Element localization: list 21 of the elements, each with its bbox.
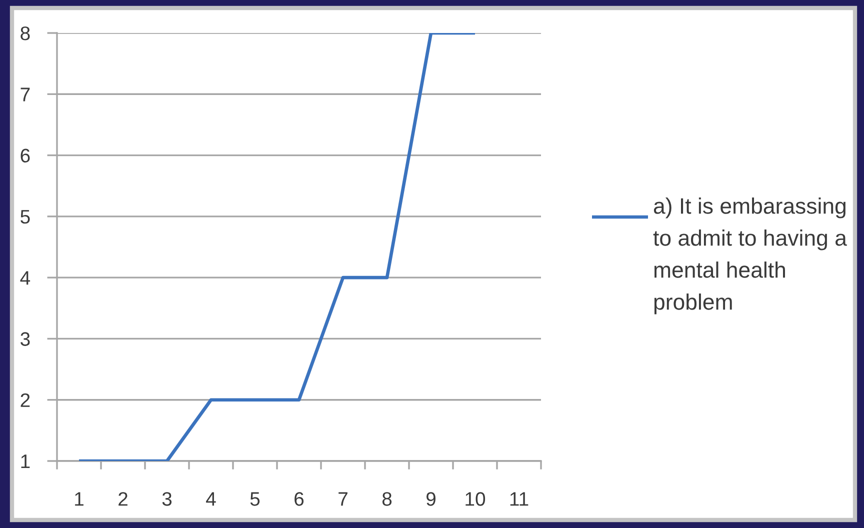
x-tick-label: 8 xyxy=(382,492,392,506)
x-tick-label: 6 xyxy=(294,492,304,506)
y-tick-label: 5 xyxy=(20,210,30,224)
y-tick-label: 8 xyxy=(20,26,30,40)
x-tick-label: 5 xyxy=(250,492,260,506)
x-tick-label: 11 xyxy=(510,492,528,506)
line-series xyxy=(77,33,477,461)
y-tick-label: 6 xyxy=(20,148,30,163)
legend-label: a) It is embarassing to admit to having a mental health problem xyxy=(653,198,847,314)
x-tick-label: 9 xyxy=(426,492,436,506)
x-tick-label: 4 xyxy=(206,492,216,506)
y-tick-label: 3 xyxy=(20,332,30,346)
x-tick-label: 7 xyxy=(338,492,348,506)
x-tick-label: 3 xyxy=(162,492,172,506)
y-tick-label: 1 xyxy=(21,454,30,468)
x-tick-label: 10 xyxy=(466,492,486,506)
x-tick-label: 1 xyxy=(75,492,84,506)
x-tick-label: 2 xyxy=(118,492,128,506)
y-tick-label: 2 xyxy=(20,393,30,407)
y-tick-label: 4 xyxy=(20,271,30,285)
y-tick-label: 7 xyxy=(20,88,30,102)
